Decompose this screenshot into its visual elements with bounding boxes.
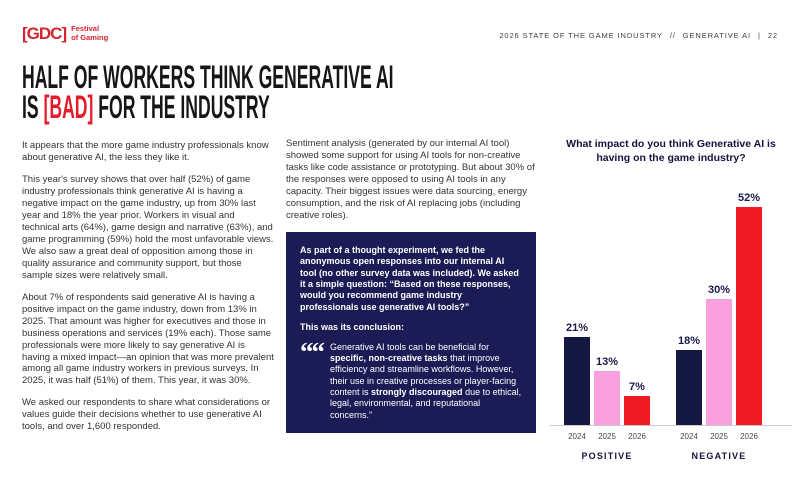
section-name: GENERATIVE AI (682, 31, 752, 40)
callout-quote-text: Generative AI tools can be beneficial fo… (330, 342, 522, 421)
bar-cell: 30% (706, 284, 732, 425)
bar-cell: 13% (594, 356, 620, 425)
bar-cell: 52% (736, 192, 762, 425)
gdc-logo-mark: [GDC] (22, 24, 67, 44)
report-title: 2026 STATE OF THE GAME INDUSTRY (499, 31, 663, 40)
quote-bold-1: specific, non-creative tasks (330, 353, 448, 364)
paragraph: We asked our respondents to share what c… (22, 397, 271, 433)
page-title: HALF OF WORKERS THINK GENERATIVE AI IS [… (22, 59, 698, 125)
page-number: 22 (767, 31, 778, 40)
bar-positive-2025 (594, 371, 620, 425)
year-tick-label: 2025 (598, 432, 616, 441)
bar-cell: 21% (564, 322, 590, 425)
chart-plot-area: 21% 13% 7% 18% 30% 52% (550, 192, 792, 426)
headline-highlight-bad: [BAD] (43, 89, 94, 125)
quote-bold-2: strongly discouraged (371, 387, 463, 398)
bar-negative-2025 (706, 299, 732, 425)
bar-value-label: 13% (595, 356, 619, 368)
paragraph: About 7% of respondents said generative … (22, 291, 274, 387)
chart-title: What impact do you think Generative AI i… (566, 138, 776, 164)
gdc-logo: [GDC] Festival of Gaming (22, 24, 109, 44)
callout-experiment-text: As part of a thought experiment, we fed … (300, 244, 519, 312)
year-tick-label: 2026 (628, 432, 646, 441)
bar-value-label: 7% (629, 381, 645, 393)
headline-line1: HALF OF WORKERS THINK GENERATIVE AI (22, 59, 394, 95)
year-tick-label: 2025 (710, 432, 728, 441)
bar-positive-2026 (624, 396, 650, 425)
year-tick-label: 2026 (740, 432, 758, 441)
year-tick-label: 2024 (568, 432, 586, 441)
bar-cell: 7% (624, 381, 650, 425)
paragraph: Sentiment analysis (generated by our int… (286, 138, 535, 221)
callout-quote: ““ Generative AI tools can be beneficial… (300, 336, 522, 421)
left-text-column: It appears that the more game industry p… (22, 140, 274, 443)
quote-post: due to ethical, legal, environmental, an… (330, 387, 522, 420)
bar-group-negative: 18% 30% 52% (676, 192, 762, 425)
bar-value-label: 30% (707, 284, 731, 296)
middle-text-column: Sentiment analysis (generated by our int… (286, 138, 536, 434)
bar-cell: 18% (676, 335, 702, 425)
bar-negative-2026 (736, 207, 762, 425)
quote-pre: Generative AI tools can be beneficial fo… (330, 341, 490, 352)
paragraph: It appears that the more game industry p… (22, 140, 269, 163)
quotation-mark-icon: ““ (300, 336, 325, 367)
year-axis-labels: 2024 2025 2026 (564, 432, 650, 441)
meta-separator: // (669, 31, 676, 40)
bar-group-positive: 21% 13% 7% (564, 322, 650, 425)
ai-conclusion-callout: As part of a thought experiment, we fed … (286, 231, 536, 434)
callout-conclusion-label: This was its conclusion: (300, 322, 405, 333)
logo-tagline-line2: of Gaming (71, 32, 109, 42)
bar-positive-2024 (564, 337, 590, 425)
headline-line2-pre: IS (22, 89, 44, 125)
quote-mid: that improve efficiency and streamline w… (330, 353, 517, 398)
meta-divider: | (758, 31, 761, 40)
header-meta: 2026 STATE OF THE GAME INDUSTRY // GENER… (495, 31, 778, 40)
gdc-logo-tagline: Festival of Gaming (71, 24, 109, 42)
year-axis-labels: 2024 2025 2026 (676, 432, 762, 441)
year-tick-label: 2024 (680, 432, 698, 441)
bar-negative-2024 (676, 350, 702, 425)
bar-value-label: 52% (737, 192, 761, 204)
headline-line2-post: FOR THE INDUSTRY (93, 89, 270, 125)
group-label-positive: POSITIVE (581, 451, 633, 461)
impact-bar-chart: What impact do you think Generative AI i… (550, 138, 792, 474)
headline-line2: IS [BAD] FOR THE INDUSTRY (22, 89, 394, 125)
paragraph: This year's survey shows that over half … (22, 173, 274, 281)
group-label-negative: NEGATIVE (691, 451, 747, 461)
bar-value-label: 18% (677, 335, 701, 347)
logo-tagline-line1: Festival (71, 24, 100, 33)
bar-value-label: 21% (565, 322, 589, 334)
